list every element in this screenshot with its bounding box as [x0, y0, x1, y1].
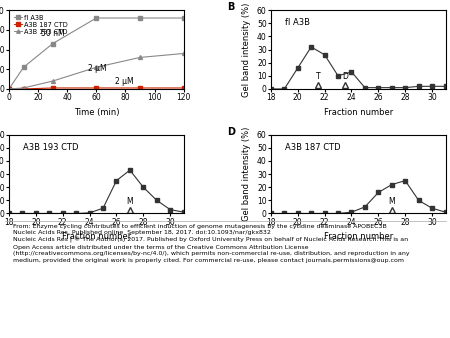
A3B 187 CTD — [137, 86, 143, 90]
fl A3B — [94, 16, 99, 20]
A3B 187 CTD — [94, 86, 99, 90]
A3B 187 CTD — [6, 87, 12, 91]
Legend: fl A3B, A3B 187 CTD, A3B 193 CTD: fl A3B, A3B 187 CTD, A3B 193 CTD — [12, 14, 69, 36]
A3B 193 CTD — [94, 65, 99, 69]
Text: 50 nM: 50 nM — [41, 29, 65, 38]
fl A3B — [181, 16, 186, 20]
A3B 187 CTD — [181, 86, 186, 90]
X-axis label: Fraction number: Fraction number — [324, 232, 393, 241]
Text: B: B — [227, 2, 234, 12]
Line: A3B 193 CTD: A3B 193 CTD — [7, 52, 185, 91]
Text: fl A3B: fl A3B — [285, 18, 310, 27]
Y-axis label: Gel band intensity (%): Gel band intensity (%) — [243, 2, 252, 97]
A3B 193 CTD — [137, 55, 143, 59]
Text: M: M — [126, 197, 133, 206]
X-axis label: Time (min): Time (min) — [73, 108, 119, 117]
A3B 193 CTD — [50, 79, 55, 83]
X-axis label: Fraction number: Fraction number — [324, 108, 393, 117]
Y-axis label: Gel band intensity (%): Gel band intensity (%) — [243, 127, 252, 221]
Text: D: D — [227, 127, 235, 137]
A3B 187 CTD — [21, 87, 26, 91]
Text: 2 μM: 2 μM — [115, 77, 134, 86]
Text: T: T — [315, 72, 320, 81]
fl A3B — [137, 16, 143, 20]
Text: From: Enzyme cycling contributes to efficient induction of genome mutagenesis by: From: Enzyme cycling contributes to effi… — [14, 223, 410, 263]
A3B 193 CTD — [6, 87, 12, 91]
A3B 193 CTD — [181, 51, 186, 55]
X-axis label: Fraction number: Fraction number — [62, 232, 131, 241]
fl A3B — [50, 42, 55, 46]
Line: fl A3B: fl A3B — [7, 16, 185, 91]
fl A3B — [6, 87, 12, 91]
fl A3B — [21, 65, 26, 69]
Text: A3B 193 CTD: A3B 193 CTD — [23, 143, 78, 151]
Text: D: D — [342, 72, 348, 81]
Line: A3B 187 CTD: A3B 187 CTD — [7, 86, 185, 91]
A3B 187 CTD — [50, 86, 55, 90]
Text: M: M — [388, 197, 395, 206]
A3B 193 CTD — [21, 86, 26, 90]
Text: 2 μM: 2 μM — [88, 64, 106, 73]
Text: A3B 187 CTD: A3B 187 CTD — [285, 143, 341, 151]
